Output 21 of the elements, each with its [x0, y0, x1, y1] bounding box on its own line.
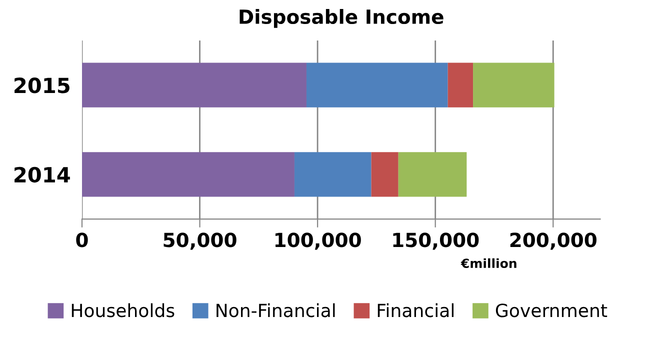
legend-label: Households	[72, 303, 174, 318]
x-tick-label: 200,000	[510, 232, 596, 250]
bar	[398, 152, 467, 197]
x-tick-label: 0	[76, 232, 88, 248]
x-tick-label: 50,000	[164, 232, 236, 250]
legend-label: Financial	[378, 303, 454, 318]
y-tick-label: 2015	[14, 78, 70, 94]
chart-title: Disposable Income	[240, 9, 444, 28]
x-axis-title: €million	[460, 258, 516, 268]
bar	[306, 62, 448, 108]
bar	[371, 152, 398, 197]
bar	[294, 152, 372, 197]
bar	[82, 152, 294, 197]
x-tick-label: 100,000	[275, 232, 361, 250]
x-tick-label: 150,000	[393, 232, 479, 250]
legend-label: Non-Financial	[216, 303, 335, 318]
y-tick-label: 2014	[14, 166, 70, 183]
bar	[448, 62, 474, 108]
legend-label: Government	[496, 304, 608, 318]
bar	[473, 62, 554, 108]
bar	[82, 62, 306, 108]
